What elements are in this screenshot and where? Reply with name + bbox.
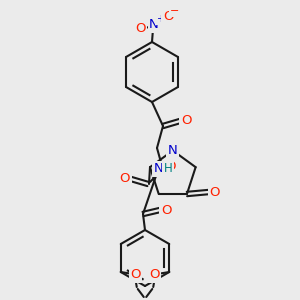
Text: H: H	[164, 162, 172, 175]
Text: O: O	[135, 22, 145, 35]
Text: O: O	[120, 172, 130, 185]
Text: O: O	[161, 203, 171, 217]
Text: O: O	[166, 160, 176, 173]
Text: +: +	[157, 14, 165, 24]
Text: O: O	[210, 185, 220, 199]
Text: O: O	[130, 268, 141, 281]
Text: −: −	[170, 6, 180, 16]
Text: O: O	[149, 268, 160, 281]
Text: O: O	[163, 10, 173, 22]
Text: N: N	[168, 144, 178, 157]
Text: O: O	[181, 115, 191, 128]
Text: N: N	[149, 19, 159, 32]
Text: N: N	[154, 162, 164, 175]
